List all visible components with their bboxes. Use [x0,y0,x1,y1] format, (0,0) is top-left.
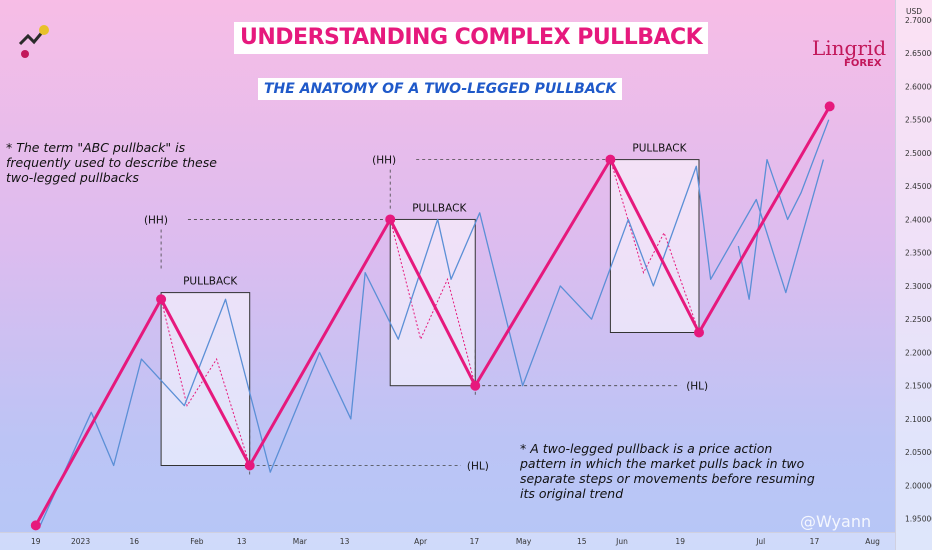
brand-sub: FOREX [844,58,882,69]
price-line-1 [39,159,825,526]
x-tick-label: Mar [293,537,308,546]
y-tick-label: 2.55000 [905,116,932,125]
price-axis[interactable] [895,0,932,550]
y-tick-label: 2.45000 [905,182,932,191]
trend-line [34,105,831,527]
chart-subtitle: THE ANATOMY OF A TWO-LEGGED PULLBACK [258,78,623,100]
swing-point [605,154,616,165]
swing-point [824,101,835,112]
pullback-label-1: PULLBACK [183,276,238,288]
y-tick-label: 2.70000 [905,16,932,25]
x-tick-label: 2023 [71,537,90,546]
x-tick-label: May [516,537,532,546]
y-tick-label: 2.30000 [905,282,932,291]
y-tick-label: 2.15000 [905,382,932,391]
y-tick-label: 2.50000 [905,149,932,158]
x-tick-label: Aug [865,537,880,546]
x-tick-label: Apr [414,537,428,546]
x-tick-label: 19 [675,537,685,546]
pullback-dotted-3 [609,159,700,333]
hh-label-1: (HH) [144,214,168,226]
swing-point [156,294,167,305]
brand-logo: Lingrid FOREX [812,34,887,74]
y-tick-label: 2.00000 [905,481,932,490]
currency-label: USD [906,7,922,16]
x-tick-label: 17 [470,537,480,546]
swing-point [30,520,41,531]
y-tick-label: 2.05000 [905,448,932,457]
brand-name: Lingrid [812,36,887,60]
hh-label-3: (HH) [372,155,396,167]
two-legged-pullback-note: * A two-legged pullback is a price actio… [520,441,815,501]
x-tick-label: 16 [129,537,139,546]
y-tick-label: 2.65000 [905,49,932,58]
y-tick-label: 2.10000 [905,415,932,424]
pullback-label-3: PULLBACK [632,143,687,155]
swing-point [244,460,255,471]
y-tick-label: 1.95000 [905,515,932,524]
y-tick-label: 2.20000 [905,348,932,357]
y-tick-label: 2.60000 [905,82,932,91]
swing-point [693,327,704,338]
y-tick-label: 2.35000 [905,249,932,258]
x-tick-label: 19 [31,537,41,546]
pullback-label-2: PULLBACK [412,202,467,214]
watermark: @Wyann [800,512,872,531]
swing-point [385,214,396,225]
x-tick-label: Jul [755,537,765,546]
chart-title: UNDERSTANDING COMPLEX PULLBACK [234,22,709,54]
swing-point [470,380,481,391]
x-tick-label: Feb [190,537,204,546]
y-tick-label: 2.25000 [905,315,932,324]
price-line-2 [737,119,830,300]
x-tick-label: 13 [237,537,247,546]
y-tick-label: 2.40000 [905,215,932,224]
pullback-dotted-2 [389,219,476,386]
time-axis[interactable] [0,532,895,550]
hl-label-4: (HL) [686,381,708,393]
x-tick-label: 15 [577,537,587,546]
pullback-dotted-1 [160,299,251,466]
x-tick-label: 17 [810,537,820,546]
abc-pullback-note: * The term "ABC pullback" is frequently … [6,140,217,185]
hl-label-2: (HL) [467,461,489,473]
logo-icon [18,25,49,58]
x-tick-label: 13 [340,537,350,546]
x-tick-label: Jun [615,537,628,546]
